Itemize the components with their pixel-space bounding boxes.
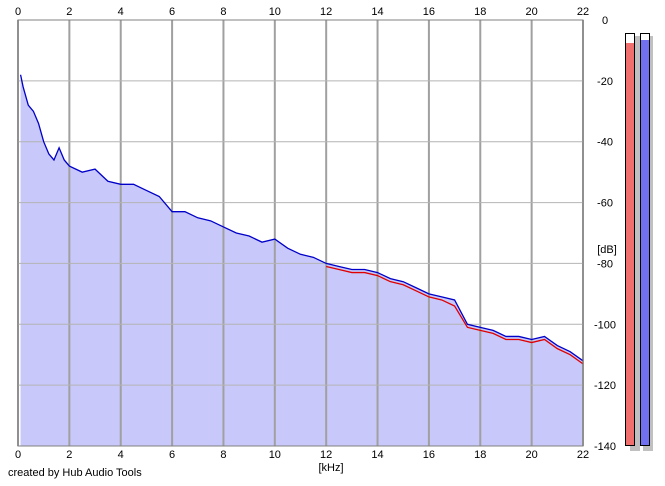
x-tick-label-bottom: 20 [526,449,538,461]
x-tick-label-top: 14 [371,6,383,18]
y-tick-label: -140 [594,441,616,453]
spectrum-area-fill [20,74,584,447]
x-tick-label-bottom: 4 [118,449,124,461]
left-level-meter-shadow [630,36,640,451]
x-tick-label-bottom: 0 [15,449,21,461]
x-tick-label-bottom: 14 [371,449,383,461]
credit-text: created by Hub Audio Tools [8,467,142,479]
y-tick-label: -100 [594,319,616,331]
x-tick-label-top: 2 [66,6,72,18]
x-tick-label-top: 8 [220,6,226,18]
x-tick-label-top: 10 [269,6,281,18]
y-tick-label: -40 [597,137,613,149]
x-tick-label-bottom: 16 [423,449,435,461]
x-tick-label-bottom: 18 [474,449,486,461]
y-tick-label: -120 [594,380,616,392]
x-axis-title: [kHz] [318,462,343,474]
series-line-secondary [326,265,584,365]
y-tick-label: 0 [602,15,608,27]
y-tick-label: -80 [597,258,613,270]
x-tick-label-top: 6 [169,6,175,18]
x-tick-label-bottom: 22 [577,449,589,461]
x-tick-label-bottom: 12 [320,449,332,461]
x-tick-label-bottom: 2 [66,449,72,461]
x-tick-label-top: 16 [423,6,435,18]
y-tick-label: -60 [597,198,613,210]
y-axis-title: [dB] [597,244,617,256]
x-tick-label-top: 18 [474,6,486,18]
y-tick-label: -20 [597,76,613,88]
x-tick-label-top: 20 [526,6,538,18]
left-level-meter [625,33,635,446]
x-tick-label-bottom: 6 [169,449,175,461]
plot-frame [17,19,584,447]
x-tick-label-bottom: 10 [269,449,281,461]
series-line-primary [19,74,584,362]
x-tick-label-top: 4 [118,6,124,18]
x-tick-label-bottom: 8 [220,449,226,461]
x-tick-label-top: 22 [577,6,589,18]
right-level-meter [640,33,650,446]
x-tick-label-top: 0 [15,6,21,18]
x-tick-label-top: 12 [320,6,332,18]
